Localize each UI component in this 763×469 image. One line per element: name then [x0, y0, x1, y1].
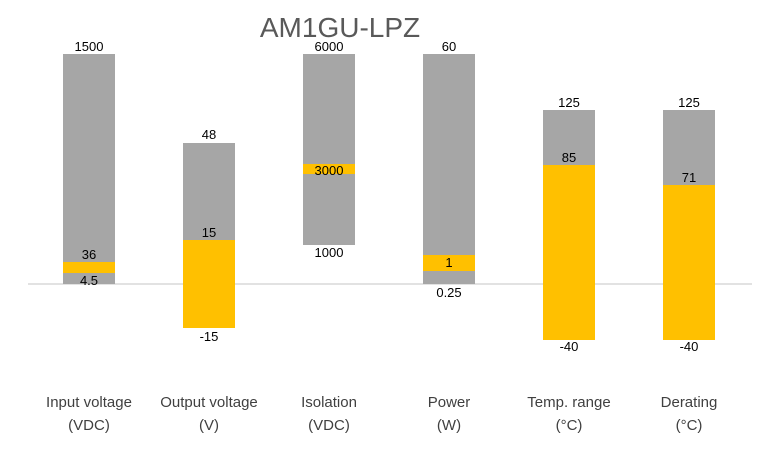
label-derating-highlight-bottom: -40 [680, 339, 699, 354]
category-label-power-line1: Power [428, 394, 471, 411]
bar-temp-range-highlight [543, 165, 595, 340]
bar-output-voltage-highlight [183, 240, 235, 328]
label-input-voltage-min: 4.5 [80, 273, 98, 288]
label-power-min: 0.25 [436, 285, 461, 300]
label-temp-range-max: 125 [558, 95, 580, 110]
bar-isolation-highlight [303, 164, 355, 174]
label-output-voltage-highlight-bottom: -15 [200, 329, 219, 344]
bar-input-voltage-highlight [63, 262, 115, 273]
category-label-isolation-line2: (VDC) [308, 417, 350, 434]
category-label-output-voltage-line1: Output voltage [160, 394, 258, 411]
label-isolation-highlight: 3000 [315, 163, 344, 178]
category-label-temp-range-line2: (°C) [556, 417, 583, 434]
bar-power-highlight [423, 255, 475, 271]
chart-title: AM1GU-LPZ [260, 12, 420, 43]
category-label-output-voltage-line2: (V) [199, 417, 219, 434]
label-temp-range-highlight-top: 85 [562, 150, 576, 165]
bar-output-voltage-range [183, 143, 235, 240]
category-label-input-voltage-line2: (VDC) [68, 417, 110, 434]
category-label-temp-range-line1: Temp. range [527, 394, 610, 411]
bar-power-range [423, 54, 475, 284]
category-label-derating-line1: Derating [661, 394, 718, 411]
category-label-input-voltage-line1: Input voltage [46, 394, 132, 411]
label-power-highlight: 1 [445, 255, 452, 270]
label-power-max: 60 [442, 39, 456, 54]
label-input-voltage-highlight: 36 [82, 247, 96, 262]
label-output-voltage-max: 48 [202, 127, 216, 142]
label-isolation-min: 1000 [315, 245, 344, 260]
bar-derating-highlight [663, 185, 715, 340]
label-output-voltage-highlight-top: 15 [202, 225, 216, 240]
label-isolation-max: 6000 [315, 39, 344, 54]
label-input-voltage-max: 1500 [75, 39, 104, 54]
bar-temp-range-range [543, 110, 595, 165]
bar-derating-range [663, 110, 715, 185]
label-derating-highlight-top: 71 [682, 170, 696, 185]
label-temp-range-highlight-bottom: -40 [560, 339, 579, 354]
category-label-isolation-line1: Isolation [301, 394, 357, 411]
bar-isolation-range [303, 54, 355, 245]
label-derating-max: 125 [678, 95, 700, 110]
category-label-derating-line2: (°C) [676, 417, 703, 434]
bar-input-voltage-range [63, 54, 115, 284]
category-label-power-line2: (W) [437, 417, 461, 434]
